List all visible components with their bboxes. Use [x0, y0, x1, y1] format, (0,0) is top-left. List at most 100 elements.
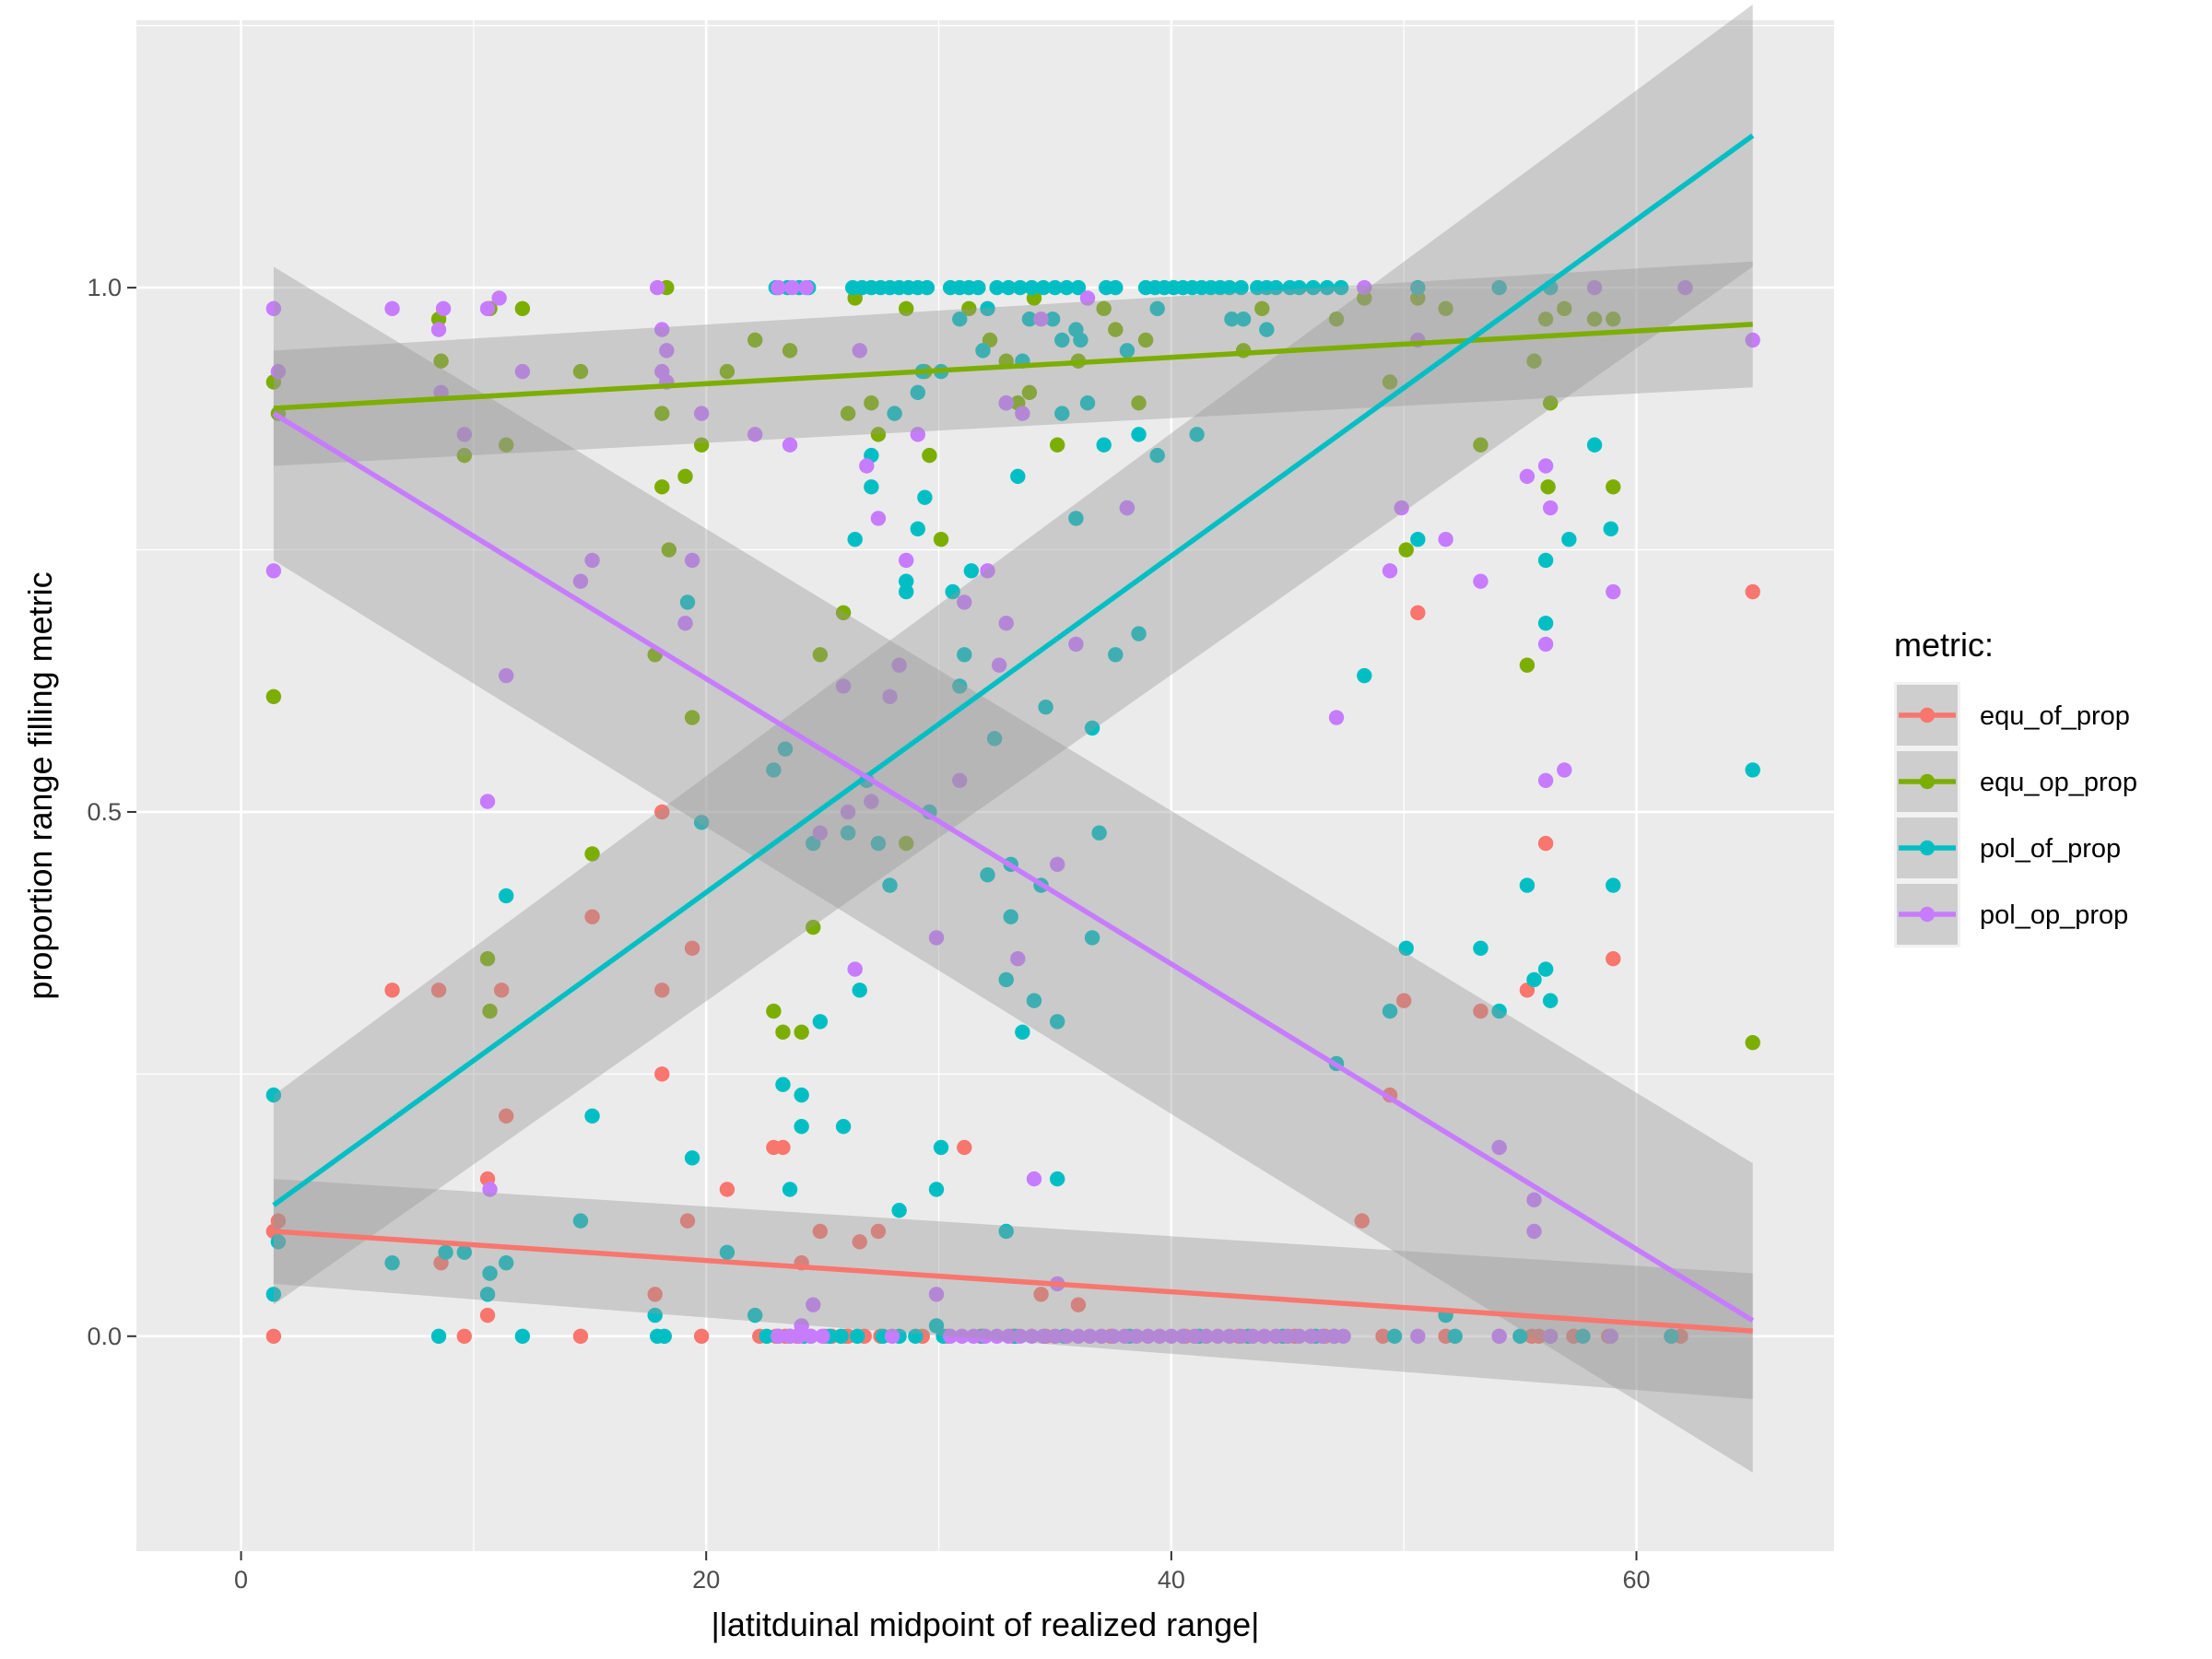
data-point: [966, 1328, 982, 1344]
data-point: [482, 1003, 498, 1019]
data-point: [1221, 279, 1238, 296]
data-point: [1386, 1328, 1403, 1344]
data-point: [833, 1328, 849, 1344]
data-point: [847, 961, 863, 977]
data-point: [654, 804, 670, 820]
data-point: [1033, 312, 1049, 327]
data-point: [572, 1328, 589, 1344]
data-point: [1198, 1328, 1214, 1344]
data-point: [482, 1265, 498, 1281]
data-point: [1268, 279, 1284, 296]
confidence-band-equ_op_prop: [273, 261, 1753, 466]
data-point: [928, 1182, 945, 1197]
x-tick-label: 0: [234, 1566, 248, 1594]
data-point: [747, 1307, 763, 1324]
data-point: [265, 1287, 282, 1302]
data-point: [719, 1244, 735, 1260]
series-equ_op_prop-points: [265, 279, 1760, 1051]
legend-key-point: [1919, 906, 1936, 923]
data-point: [433, 353, 449, 369]
data-point: [975, 343, 991, 359]
data-point: [1054, 406, 1070, 421]
data-point: [775, 1077, 791, 1092]
x-tick-label: 20: [692, 1566, 720, 1594]
confidence-band-equ_of_prop: [273, 1179, 1753, 1399]
data-point: [1024, 279, 1040, 296]
data-point: [910, 521, 926, 536]
data-point: [766, 762, 782, 778]
data-point: [1108, 322, 1124, 337]
data-point: [1050, 1171, 1065, 1187]
data-point: [1279, 1328, 1296, 1344]
data-point: [954, 1328, 970, 1344]
data-point: [1070, 279, 1087, 296]
data-point: [654, 1066, 670, 1082]
data-point: [1410, 279, 1426, 296]
data-point: [784, 279, 800, 296]
data-point: [794, 1087, 809, 1103]
data-point: [986, 731, 1003, 747]
data-point: [584, 552, 600, 569]
data-point: [1026, 993, 1042, 1008]
data-point: [1291, 279, 1307, 296]
data-point: [957, 594, 972, 610]
legend-key-point: [1919, 840, 1936, 856]
data-point: [1038, 699, 1053, 715]
data-point: [782, 1182, 798, 1197]
data-point: [1603, 1328, 1618, 1344]
data-point: [693, 437, 710, 453]
data-point: [1140, 1328, 1156, 1344]
data-point: [870, 511, 887, 526]
x-axis: 0 20 40 60: [234, 1551, 1651, 1594]
data-point: [654, 982, 670, 998]
data-point: [1382, 1003, 1398, 1019]
data-point: [1526, 971, 1542, 988]
data-point: [942, 1328, 959, 1344]
data-point: [1079, 290, 1096, 306]
data-point: [1357, 279, 1372, 296]
data-point: [806, 919, 821, 935]
data-point: [1491, 1139, 1507, 1156]
data-point: [812, 647, 829, 663]
fit-line-equ_op_prop: [273, 322, 1753, 411]
data-point: [957, 647, 972, 663]
data-point: [910, 427, 926, 442]
data-point: [1314, 1328, 1331, 1344]
data-point: [1050, 437, 1065, 453]
data-point: [265, 1328, 282, 1344]
data-point: [989, 279, 1005, 296]
data-point: [584, 1108, 600, 1124]
data-point: [1606, 312, 1621, 327]
data-point: [1357, 290, 1372, 306]
data-point: [647, 1307, 663, 1324]
data-point: [1070, 1297, 1087, 1312]
data-point: [1537, 615, 1554, 631]
data-point: [384, 982, 400, 998]
data-point: [647, 1287, 663, 1302]
data-point: [899, 835, 914, 852]
data-point: [1010, 468, 1026, 485]
data-point: [961, 300, 977, 317]
data-point: [677, 615, 693, 631]
data-point: [899, 300, 914, 317]
data-point: [430, 1328, 447, 1344]
data-point: [684, 940, 700, 957]
data-point: [747, 332, 763, 348]
data-point: [499, 888, 514, 904]
data-point: [572, 573, 589, 589]
data-point: [1035, 279, 1052, 296]
data-point: [693, 406, 710, 421]
data-point: [1526, 353, 1542, 369]
data-point: [777, 741, 794, 757]
data-point: [971, 279, 986, 296]
data-point: [719, 1182, 735, 1197]
legend-title: metric:: [1894, 626, 1994, 664]
data-point: [1044, 312, 1061, 327]
data-point: [514, 300, 531, 317]
data-point: [1664, 1328, 1679, 1344]
data-point: [650, 279, 665, 296]
data-point: [766, 1003, 782, 1019]
data-point: [265, 300, 282, 317]
data-point: [977, 1328, 994, 1344]
data-point: [1606, 951, 1621, 967]
